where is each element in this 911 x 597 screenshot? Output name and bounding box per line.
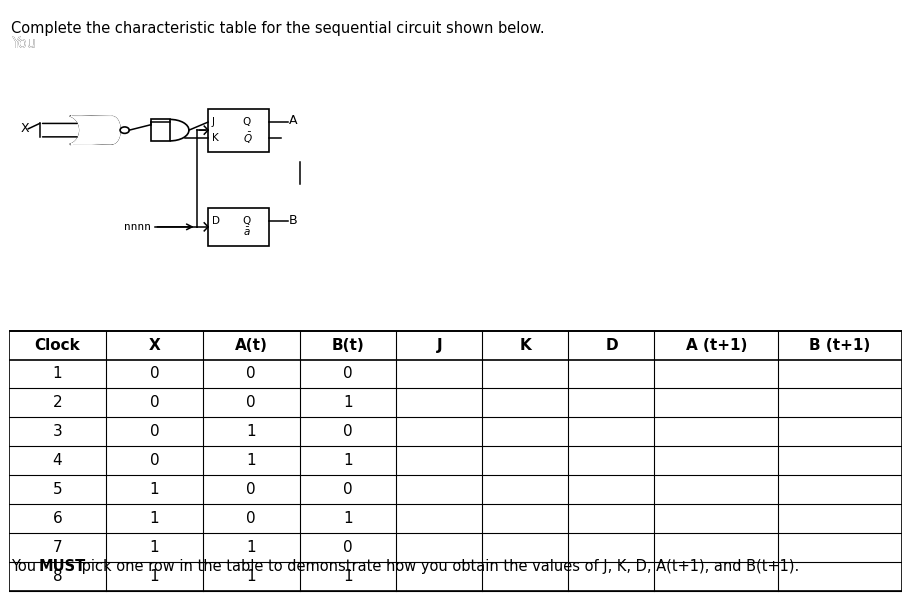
- Text: 1: 1: [246, 424, 256, 439]
- Text: 1: 1: [343, 569, 353, 584]
- Text: 0: 0: [149, 453, 159, 468]
- Text: 0: 0: [246, 482, 256, 497]
- Text: J: J: [436, 337, 442, 353]
- Text: 0: 0: [343, 424, 353, 439]
- Text: 2: 2: [53, 395, 62, 410]
- Text: A: A: [289, 114, 297, 127]
- Text: 1: 1: [246, 569, 256, 584]
- Text: 0: 0: [149, 424, 159, 439]
- Text: X: X: [21, 122, 29, 136]
- Text: You: You: [11, 559, 41, 574]
- Text: 0: 0: [343, 540, 353, 555]
- Text: K: K: [212, 133, 219, 143]
- Text: B (t+1): B (t+1): [809, 337, 871, 353]
- Text: 1: 1: [149, 569, 159, 584]
- Text: B: B: [289, 214, 297, 227]
- Text: 7: 7: [53, 540, 62, 555]
- Bar: [208, 109, 270, 152]
- Text: 1: 1: [149, 511, 159, 526]
- Text: 8: 8: [53, 569, 62, 584]
- Text: 1: 1: [246, 453, 256, 468]
- Text: A(t): A(t): [235, 337, 268, 353]
- Text: 0: 0: [246, 395, 256, 410]
- Text: 0: 0: [149, 367, 159, 381]
- Text: 5: 5: [53, 482, 62, 497]
- Text: K: K: [519, 337, 531, 353]
- Text: 0: 0: [343, 367, 353, 381]
- Text: $\bar{a}$: $\bar{a}$: [242, 226, 251, 238]
- Text: B(t): B(t): [332, 337, 364, 353]
- Bar: [208, 208, 270, 245]
- Text: 1: 1: [343, 395, 353, 410]
- Text: You: You: [11, 36, 46, 51]
- Text: 1: 1: [343, 453, 353, 468]
- Text: 1: 1: [149, 540, 159, 555]
- Text: D: D: [605, 337, 618, 353]
- Text: 1: 1: [149, 482, 159, 497]
- Text: 1: 1: [343, 511, 353, 526]
- Text: D: D: [212, 217, 220, 226]
- Text: 0: 0: [246, 367, 256, 381]
- Text: X: X: [148, 337, 160, 353]
- Text: 0: 0: [246, 511, 256, 526]
- Text: J: J: [212, 117, 215, 127]
- Text: 3: 3: [53, 424, 62, 439]
- Text: $\bar{Q}$: $\bar{Q}$: [242, 131, 252, 146]
- Text: Q: Q: [242, 117, 251, 127]
- Text: You: You: [11, 36, 46, 51]
- Text: pick one row in the table to demonstrate how you obtain the values of J, K, D, A: pick one row in the table to demonstrate…: [77, 559, 799, 574]
- Text: Q: Q: [242, 217, 251, 226]
- Text: Clock: Clock: [35, 337, 80, 353]
- Text: A (t+1): A (t+1): [686, 337, 747, 353]
- Text: 0: 0: [343, 482, 353, 497]
- Text: 1: 1: [53, 367, 62, 381]
- Text: Complete the characteristic table for the sequential circuit shown below.: Complete the characteristic table for th…: [11, 21, 545, 36]
- Polygon shape: [71, 116, 120, 144]
- Text: 0: 0: [149, 395, 159, 410]
- Text: MUST: MUST: [39, 559, 87, 574]
- Text: 6: 6: [53, 511, 62, 526]
- Text: nnnn: nnnn: [124, 222, 151, 232]
- Text: 1: 1: [246, 540, 256, 555]
- Text: 4: 4: [53, 453, 62, 468]
